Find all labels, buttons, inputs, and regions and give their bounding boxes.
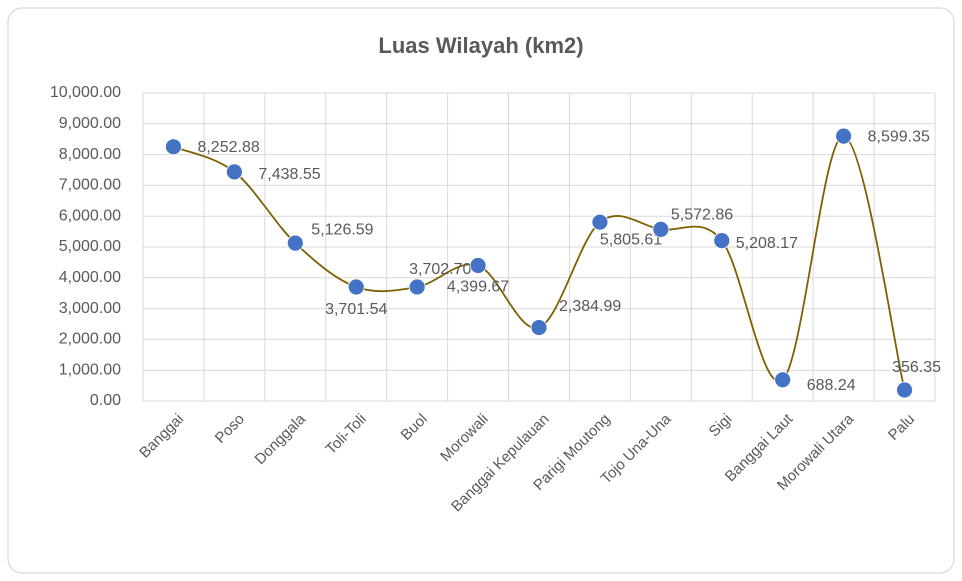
marker	[286, 234, 304, 252]
chart-border	[7, 7, 955, 574]
y-tick-label: 7,000.00	[59, 177, 121, 194]
y-tick-label: 1,000.00	[59, 361, 121, 378]
chart-title: Luas Wilayah (km2)	[378, 33, 583, 58]
data-label: 5,572.86	[671, 207, 733, 224]
marker	[652, 220, 670, 238]
y-tick-label: 8,000.00	[59, 146, 121, 163]
y-tick-label: 9,000.00	[59, 115, 121, 132]
data-label: 5,208.17	[736, 235, 798, 252]
marker	[469, 257, 487, 274]
data-label: 8,599.35	[868, 128, 930, 145]
y-tick-label: 0.00	[90, 392, 121, 409]
marker	[835, 127, 853, 145]
data-label: 3,701.54	[325, 301, 387, 318]
y-tick-label: 2,000.00	[59, 331, 121, 348]
data-label: 7,438.55	[258, 166, 320, 183]
data-label: 356.35	[892, 359, 941, 376]
marker	[713, 232, 731, 249]
data-label: 3,702.70	[409, 261, 471, 278]
y-tick-label: 4,000.00	[59, 269, 121, 286]
marker	[530, 319, 548, 336]
data-label: 5,126.59	[311, 221, 373, 238]
data-label: 8,252.88	[197, 139, 259, 156]
data-label: 2,384.99	[559, 298, 621, 315]
marker	[347, 278, 365, 296]
marker	[896, 381, 913, 399]
marker	[165, 138, 182, 156]
line	[173, 135, 906, 391]
y-tick-label: 3,000.00	[59, 300, 121, 317]
y-tick-label: 6,000.00	[59, 207, 121, 224]
data-label: 5,805.61	[600, 231, 662, 248]
marker	[225, 163, 243, 181]
y-tick-label: 10,000.00	[50, 84, 121, 101]
data-label: 688.24	[807, 377, 856, 394]
data-label: 4,399.67	[447, 279, 509, 296]
marker	[774, 371, 792, 389]
marker	[591, 213, 609, 231]
y-tick-label: 5,000.00	[59, 238, 121, 255]
marker	[408, 278, 426, 296]
